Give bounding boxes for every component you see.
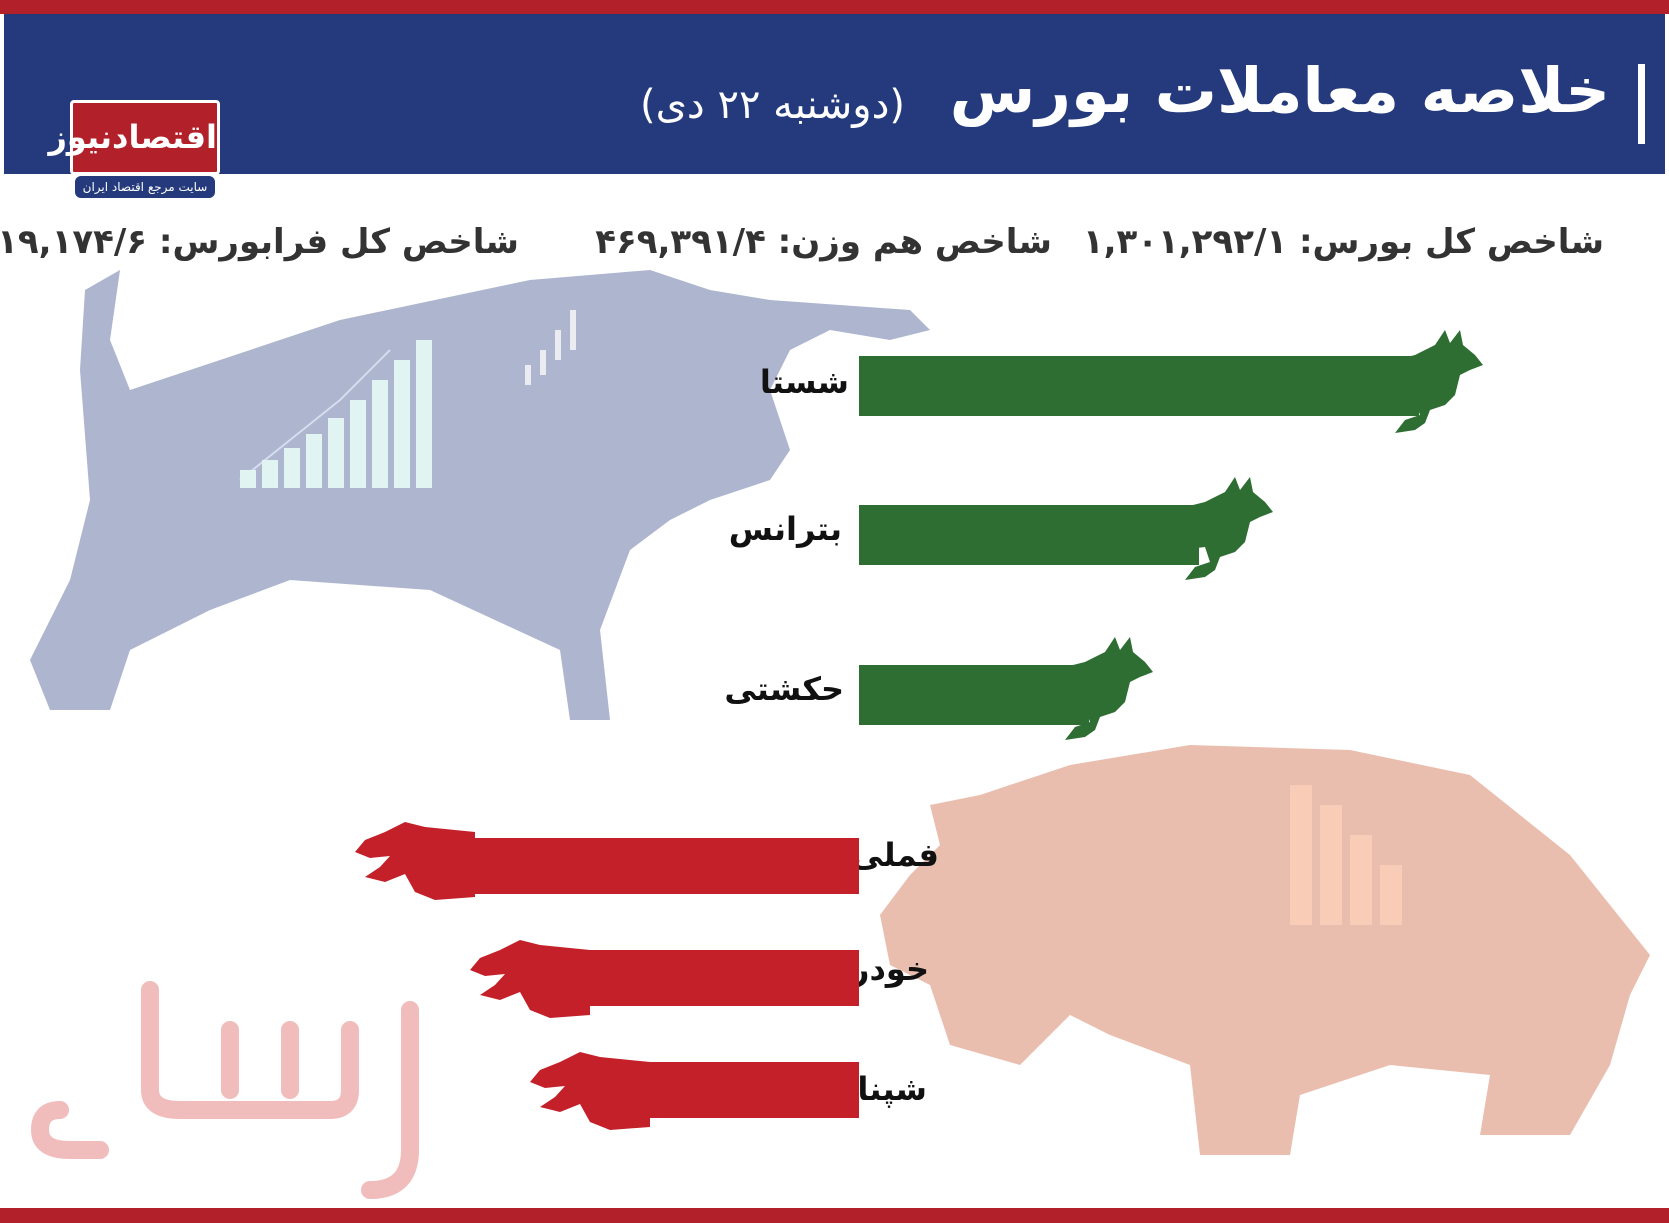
loser-bar-1 (469, 838, 859, 894)
page-date: (دوشنبه ۲۲ دی) (640, 82, 905, 128)
loser-label-3: شپنا (857, 1070, 927, 1108)
loser-bar-3 (619, 1062, 859, 1118)
logo-tagline: سایت مرجع اقتصاد ایران (75, 176, 215, 198)
loser-bar-2 (579, 950, 859, 1006)
farabourse-index: شاخص کل فرابورس: ۱۹,۱۷۴/۶ (0, 222, 519, 262)
logo-wordmark: اقتصادنیوز (48, 100, 220, 175)
gainer-label-2: بترانس (728, 510, 842, 548)
total-index: شاخص کل بورس: ۱,۳۰۱,۲۹۲/۱ (1082, 222, 1604, 262)
logo: اقتصادنیوز سایت مرجع اقتصاد ایران (48, 100, 220, 200)
gainer-bar-2 (859, 505, 1199, 565)
bull-background-illustration (30, 270, 930, 720)
top-border (0, 0, 1669, 14)
bottom-border (0, 1208, 1669, 1223)
page-title: خلاصه معاملات بورس (949, 54, 1610, 127)
bear-background-illustration (880, 745, 1650, 1155)
header-banner: خلاصه معاملات بورس (دوشنبه ۲۲ دی) (4, 14, 1665, 174)
title-accent-bar (1638, 64, 1645, 144)
equal-weight-index: شاخص هم وزن: ۴۶۹,۳۹۱/۴ (595, 222, 1052, 262)
loser-label-1: فملی (851, 836, 939, 874)
bull-icon (1165, 477, 1273, 580)
gainer-label-3: حکشتی (724, 670, 844, 708)
bear-icon (470, 940, 590, 1018)
bull-icon (1375, 330, 1483, 433)
gainer-bar-1 (859, 356, 1419, 416)
bear-icon (355, 822, 475, 900)
gainer-label-1: شستا (759, 363, 849, 401)
bull-icon (1045, 637, 1153, 740)
bear-icon (530, 1052, 650, 1130)
watermark-logo (30, 981, 419, 1199)
